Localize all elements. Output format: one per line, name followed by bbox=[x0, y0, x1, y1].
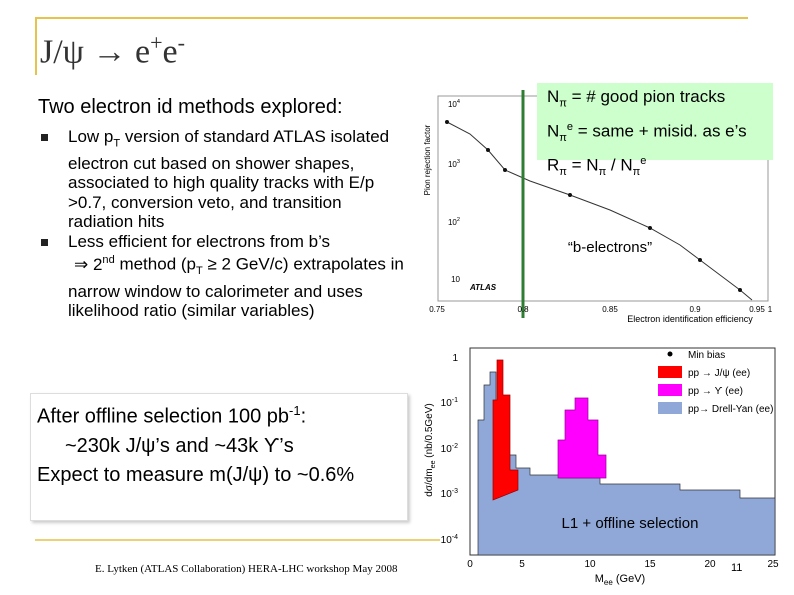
tick-label: 25 bbox=[767, 559, 779, 570]
legend-swatch bbox=[658, 384, 682, 396]
bullet: Low pT version of standard ATLAS isolate… bbox=[40, 127, 408, 232]
tick-label: 10 bbox=[584, 559, 596, 570]
tick-label: 0.85 bbox=[602, 305, 618, 314]
tick-label: 0.9 bbox=[689, 305, 701, 314]
tick-label: 0.95 bbox=[749, 305, 765, 314]
tick-label: 102 bbox=[448, 217, 460, 227]
jpsi-peak bbox=[492, 359, 519, 501]
mass-plot: dσ/dmee (nb/0.5GeV) 1 10-1 10-2 10-3 10-4 0 5 1… bbox=[424, 347, 779, 570]
x-label: Electron identification efficiency bbox=[627, 314, 753, 324]
y-label: Pion rejection factor bbox=[423, 124, 432, 195]
tick-label: 1 bbox=[768, 305, 773, 314]
tick-label: 1 bbox=[452, 353, 458, 364]
legend-label: pp → ϒ (ee) bbox=[688, 386, 743, 397]
title: J/ψ → e+e- bbox=[40, 30, 185, 71]
summary: After offline selection 100 pb-1: ~230k … bbox=[30, 393, 408, 521]
tick-label: 15 bbox=[644, 559, 656, 570]
x-label: Mee (GeV) bbox=[595, 573, 645, 587]
bullet: Less efficient for electrons from b’s ⇒ 2… bbox=[40, 232, 408, 321]
intro: Two electron id methods explored: bbox=[38, 96, 343, 118]
tick-label: 10-4 bbox=[441, 534, 458, 546]
definitions: Nπ = # good pion tracks Nπe = same + mis… bbox=[537, 83, 773, 178]
bullets: Low pT version of standard ATLAS isolate… bbox=[40, 127, 408, 321]
tick-label: 5 bbox=[519, 559, 525, 570]
footer: E. Lytken (ATLAS Collaboration) HERA-LHC… bbox=[95, 563, 398, 575]
y-label: dσ/dmee (nb/0.5GeV) bbox=[424, 403, 437, 496]
tick-label: 10-3 bbox=[441, 488, 458, 500]
tick-label: 0 bbox=[467, 559, 473, 570]
tick-label: 10 bbox=[451, 275, 460, 284]
page-number: 11 bbox=[731, 562, 743, 574]
legend-swatch bbox=[658, 366, 682, 378]
legend-label: Min bias bbox=[688, 350, 725, 361]
annotation: “b-electrons” bbox=[568, 239, 652, 256]
points bbox=[445, 120, 742, 292]
tick-label: 104 bbox=[448, 99, 460, 109]
annotation: L1 + offline selection bbox=[562, 515, 699, 532]
tick-label: 0.8 bbox=[517, 305, 529, 314]
drell-yan bbox=[477, 371, 776, 556]
tick-label: 20 bbox=[704, 559, 716, 570]
rejection-plot: Pion rejection factor Electron identific… bbox=[423, 90, 773, 324]
legend-label: pp → J/ψ (ee) bbox=[688, 368, 750, 379]
upsilon-peak bbox=[557, 397, 607, 479]
legend-swatch bbox=[658, 402, 682, 414]
atlas-tag: ATLAS bbox=[469, 283, 497, 292]
tick-label: 0.75 bbox=[429, 305, 445, 314]
tick-label: 10-1 bbox=[441, 397, 458, 409]
legend-label: pp→ Drell-Yan (ee) bbox=[688, 404, 773, 415]
tick-label: 10-2 bbox=[441, 443, 458, 455]
legend-marker bbox=[667, 351, 673, 357]
tick-label: 103 bbox=[448, 159, 460, 169]
